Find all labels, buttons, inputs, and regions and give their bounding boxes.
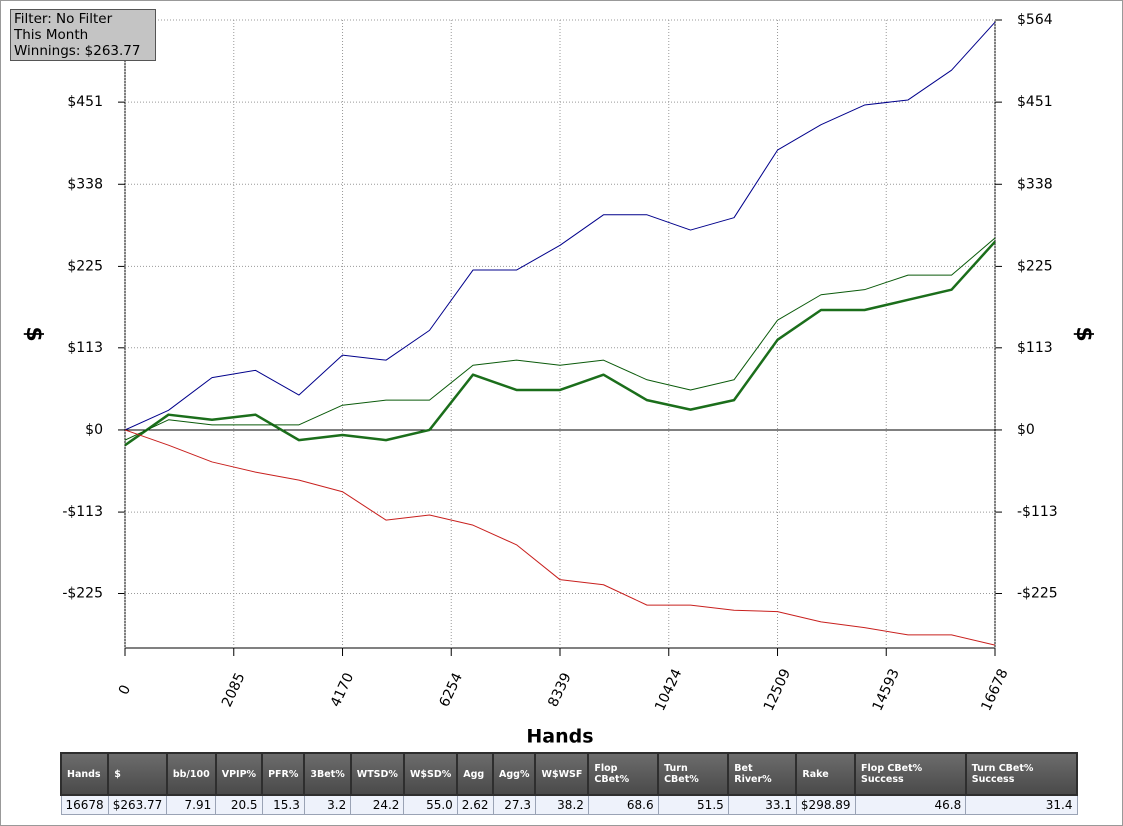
column-header: Bet River% xyxy=(727,752,798,796)
series-line xyxy=(124,21,996,431)
column-header: Hands xyxy=(59,752,110,796)
column-header: W$SD% xyxy=(402,752,459,796)
cell: 55.0 xyxy=(403,794,458,815)
filter-line: Filter: No Filter xyxy=(14,11,113,27)
x-tick-label: 16678 xyxy=(978,666,1011,713)
y-tick-label: $338 xyxy=(67,176,103,192)
y2-axis-label: $ xyxy=(1071,326,1096,341)
cell: 24.2 xyxy=(350,794,405,815)
x-tick-label: 2085 xyxy=(219,670,249,709)
y2-tick-label: $338 xyxy=(1017,176,1053,192)
y2-tick-label: $564 xyxy=(1017,12,1053,28)
column-header: PFR% xyxy=(261,752,306,796)
cell: 20.5 xyxy=(215,794,263,815)
x-tick-label: 0 xyxy=(116,683,134,698)
filter-box: Filter: No Filter This Month Winnings: $… xyxy=(10,9,156,61)
y-tick-label: $451 xyxy=(67,94,103,110)
cell: 16678 xyxy=(60,794,109,815)
data-row: 16678 $263.77 7.91 20.5 15.3 3.2 24.2 55.0 2.62 2… xyxy=(60,794,1078,815)
y-tick-label: $113 xyxy=(67,340,103,356)
y-tick-label: -$113 xyxy=(62,504,103,520)
x-axis-label: Hands xyxy=(526,726,593,748)
cell: $263.77 xyxy=(107,794,168,815)
column-header: Flop CBet% xyxy=(587,752,660,796)
cell: 2.62 xyxy=(456,794,494,815)
column-header: 3Bet% xyxy=(303,752,352,796)
column-header: bb/100 xyxy=(165,752,217,796)
chart: Hands $ $ -$225 -$225 -$113 -$113 $0 $0 $113 $1… xyxy=(21,12,1096,748)
x-tick-label: 14593 xyxy=(870,666,903,713)
column-header: Rake xyxy=(795,752,857,796)
y2-tick-label: $113 xyxy=(1017,340,1053,356)
y-tick-label: $0 xyxy=(85,422,103,438)
series-line xyxy=(124,429,996,646)
column-header: Agg xyxy=(456,752,494,796)
cell: 15.3 xyxy=(261,794,305,815)
column-header: WTSD% xyxy=(349,752,405,796)
cell: 33.1 xyxy=(727,794,797,815)
y-axis-label: $ xyxy=(21,326,46,341)
series-line xyxy=(124,240,996,447)
y2-tick-label: $225 xyxy=(1017,258,1053,274)
column-header: VPIP% xyxy=(214,752,264,796)
y2-tick-label: $451 xyxy=(1017,94,1053,110)
cell: 38.2 xyxy=(534,794,589,815)
y2-tick-label: -$113 xyxy=(1017,504,1058,520)
stats-table: Hands $ bb/100 VPIP% PFR% 3Bet% WTSD% W$SD% Agg A… xyxy=(59,752,1079,815)
cell: 68.6 xyxy=(587,794,659,815)
cell: 46.8 xyxy=(854,794,967,815)
column-header: $ xyxy=(107,752,168,796)
y2-tick-label: -$225 xyxy=(1017,585,1058,601)
cell: 31.4 xyxy=(965,794,1078,815)
header-row: Hands $ bb/100 VPIP% PFR% 3Bet% WTSD% W$SD% Agg A… xyxy=(59,752,1079,796)
series-line xyxy=(124,237,996,441)
x-tick-label: 12509 xyxy=(761,666,794,713)
column-header: Flop CBet% Success xyxy=(854,752,967,796)
column-header: Turn CBet% Success xyxy=(964,752,1079,796)
x-tick-label: 8339 xyxy=(545,670,575,709)
cell: 7.91 xyxy=(166,794,217,815)
x-tick-label: 4170 xyxy=(328,670,358,709)
y2-tick-label: $0 xyxy=(1017,422,1035,438)
cell: 51.5 xyxy=(657,794,729,815)
column-header: Agg% xyxy=(491,752,537,796)
cell: $298.89 xyxy=(795,794,856,815)
x-tick-label: 10424 xyxy=(652,666,685,713)
y-tick-label: $225 xyxy=(67,258,103,274)
column-header: Turn CBet% xyxy=(657,752,730,796)
y-tick-label: -$225 xyxy=(62,585,103,601)
cell: 3.2 xyxy=(303,794,352,815)
cell: 27.3 xyxy=(492,794,536,815)
x-tick-label: 6254 xyxy=(436,670,466,709)
filter-line: This Month xyxy=(14,27,89,43)
column-header: W$WSF xyxy=(534,752,590,796)
filter-line: Winnings: $263.77 xyxy=(14,43,141,59)
